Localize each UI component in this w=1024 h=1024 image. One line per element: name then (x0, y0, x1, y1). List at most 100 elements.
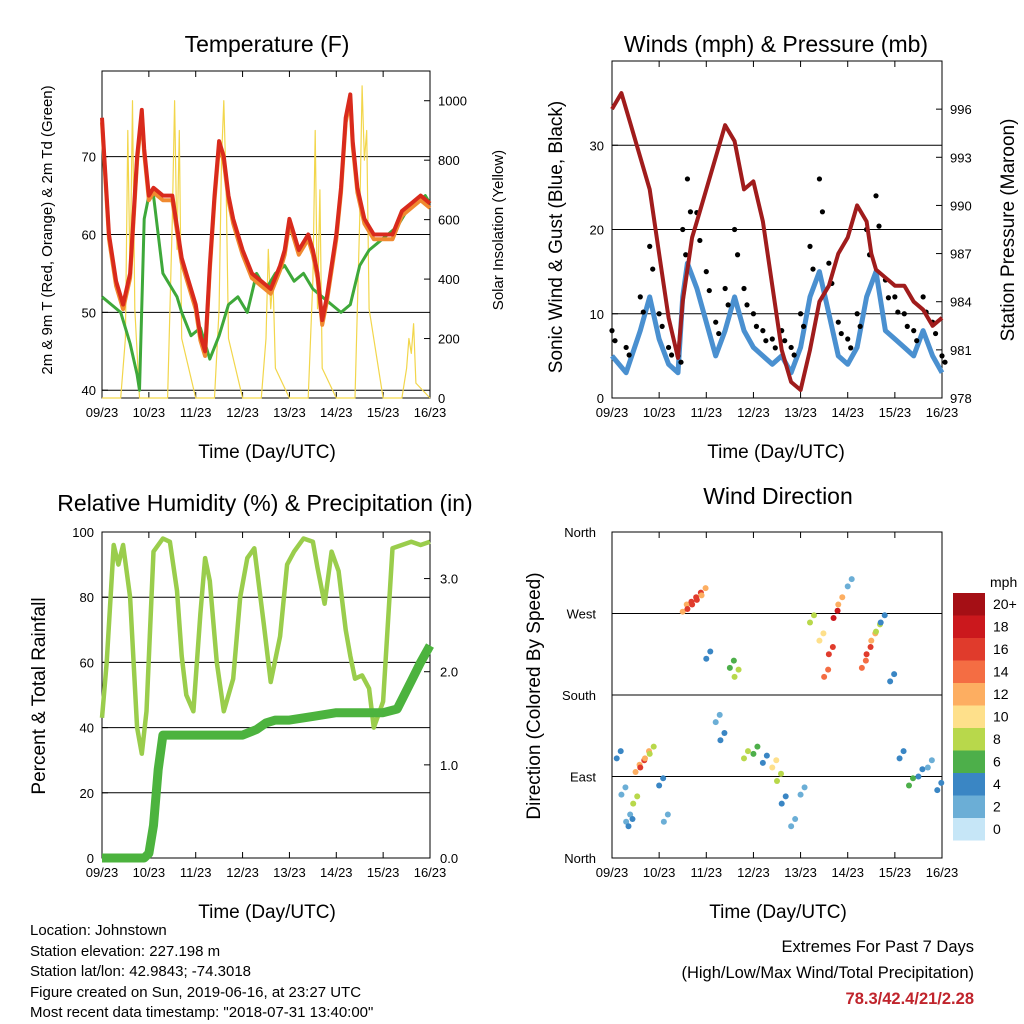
direction-point (934, 787, 941, 794)
gust-point (706, 287, 712, 294)
y-tick-label: 20 (590, 223, 604, 238)
legend-swatch (953, 683, 985, 706)
x-tick-label: 16/23 (414, 865, 447, 880)
direction-point (811, 612, 817, 619)
gust-point (750, 311, 757, 317)
gust-point (656, 311, 662, 317)
direction-point (698, 592, 705, 599)
x-tick-label: 13/23 (273, 405, 306, 420)
gust-point (895, 309, 901, 315)
y-tick-label: 60 (82, 228, 96, 243)
x-tick-label: 14/23 (320, 405, 353, 420)
direction-point (873, 628, 879, 635)
y-tick-label-right: 400 (438, 272, 460, 287)
legend-label: 8 (993, 731, 1001, 747)
direction-point (750, 750, 757, 757)
direction-point (778, 800, 785, 807)
direction-point (834, 607, 841, 614)
gust-point (901, 311, 907, 317)
station-info: Location: Johnstown Station elevation: 2… (30, 921, 373, 1024)
legend-label: 10 (993, 709, 1009, 725)
direction-point (792, 816, 799, 823)
direction-point (924, 764, 931, 771)
x-tick-label: 09/23 (86, 405, 119, 420)
y-tick-label-right: 990 (950, 198, 972, 213)
direction-point (829, 644, 836, 651)
gust-point (703, 269, 709, 275)
x-tick-label: 15/23 (879, 865, 912, 880)
gust-point (678, 359, 684, 365)
direction-point (816, 637, 823, 644)
direction-point (707, 648, 714, 655)
y-tick-label: 0 (87, 851, 94, 866)
gust-point (807, 243, 813, 249)
x-tick-label: 10/23 (133, 865, 166, 880)
legend-swatch (953, 728, 985, 751)
gust-point (684, 176, 691, 182)
y-tick-label: 20 (80, 786, 94, 801)
location-text: Location: Johnstown (30, 922, 167, 939)
direction-point (622, 784, 629, 791)
y-tick-label-right: 1000 (438, 94, 467, 109)
gust-point (680, 226, 686, 233)
legend-label: 4 (993, 776, 1001, 792)
direction-point (703, 655, 710, 662)
gust-point (838, 330, 844, 337)
direction-point (887, 678, 894, 685)
y-tick-label: 50 (82, 305, 96, 320)
extremes-values: 78.3/42.4/21/2.28 (845, 990, 974, 1008)
latlon-text: Station lat/lon: 42.9843; -74.3018 (30, 963, 252, 980)
wind-direction-ylabel: Direction (Colored By Speed) (524, 572, 545, 819)
direction-point (763, 752, 770, 759)
x-tick-label: 16/23 (926, 405, 959, 420)
gust-point (741, 285, 747, 292)
direction-point (634, 793, 641, 800)
y-tick-label: South (562, 688, 596, 703)
gust-point (819, 209, 826, 215)
direction-point (745, 748, 751, 755)
x-tick-label: 14/23 (320, 865, 353, 880)
gust-point (612, 338, 618, 344)
direction-point (778, 770, 784, 777)
gust-point (797, 311, 804, 317)
direction-point (689, 601, 696, 608)
direction-point (821, 673, 828, 680)
gust-point (800, 323, 807, 329)
winds-ylabel: Sonic Wind & Gust (Blue, Black) (546, 101, 567, 373)
direction-point (712, 719, 719, 726)
gust-point (687, 209, 694, 215)
gust-point (826, 260, 832, 266)
legend-label: 16 (993, 641, 1009, 657)
legend-swatch (953, 750, 985, 773)
y-tick-label-right: 996 (950, 102, 972, 117)
wind-direction-panel: Wind Direction Time (Day/UTC) Direction … (524, 483, 958, 923)
y-tick-label: 0 (597, 391, 604, 406)
gust-point (640, 309, 646, 315)
direction-point (721, 730, 728, 737)
direction-point (684, 605, 691, 612)
gust-point (914, 338, 920, 344)
y-tick-label: 100 (72, 525, 94, 540)
direction-point (642, 755, 648, 762)
x-tick-label: 09/23 (596, 405, 629, 420)
direction-point (731, 673, 738, 680)
direction-point (754, 743, 761, 750)
gust-point (939, 353, 945, 359)
x-tick-label: 09/23 (86, 865, 119, 880)
direction-point (825, 666, 832, 673)
legend-swatch (953, 615, 985, 638)
direction-point (835, 601, 842, 608)
direction-point (825, 651, 832, 658)
direction-point (613, 755, 620, 762)
elevation-text: Station elevation: 227.198 m (30, 942, 221, 960)
x-tick-label: 12/23 (737, 405, 770, 420)
legend-label: 2 (993, 799, 1001, 815)
humidity-xlabel: Time (Day/UTC) (198, 902, 336, 923)
x-tick-label: 11/23 (180, 865, 212, 880)
legend-swatch (953, 818, 985, 841)
gust-point (722, 285, 728, 292)
temperature-ylabel: 2m & 9m T (Red, Orange) & 2m Td (Green) (39, 85, 56, 374)
y-tick-label: 80 (80, 590, 94, 605)
direction-point (630, 800, 637, 807)
gust-point (697, 237, 703, 244)
